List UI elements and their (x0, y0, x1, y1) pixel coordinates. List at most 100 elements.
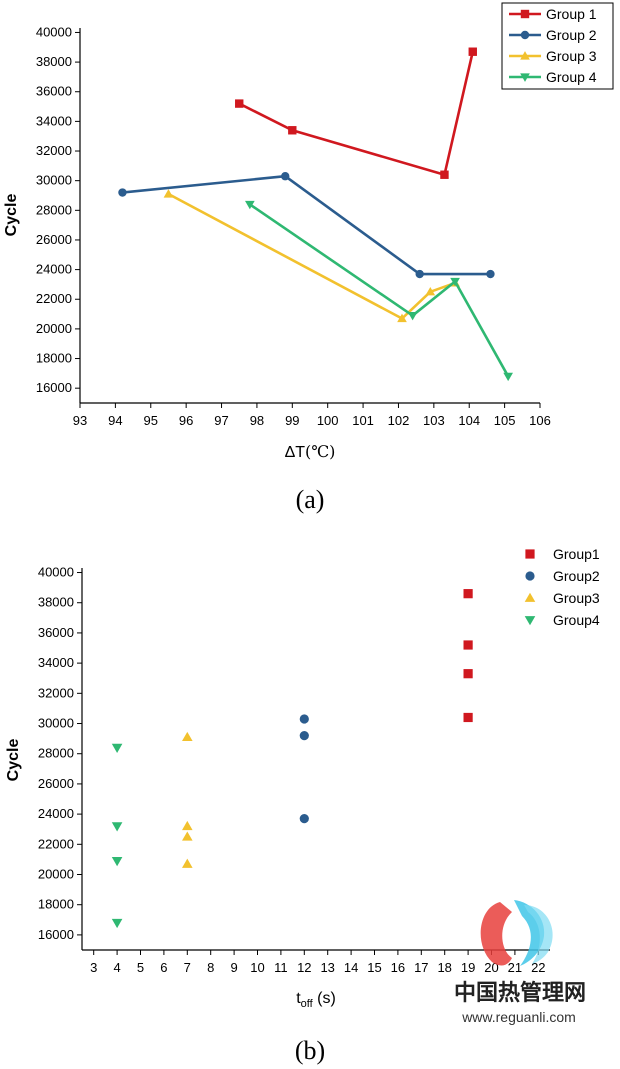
y-tick-label: 28000 (36, 202, 72, 217)
data-point-group-4 (503, 372, 513, 382)
x-tick-label: 8 (207, 960, 214, 975)
panel-a-caption: (a) (296, 485, 325, 514)
y-tick-label: 30000 (36, 173, 72, 188)
data-point-group-1 (468, 47, 477, 56)
x-tick-label: 10 (250, 960, 264, 975)
watermark-title: 中国热管理网 (454, 980, 586, 1006)
y-tick-label: 34000 (36, 113, 72, 128)
x-tick-label: 100 (317, 413, 339, 428)
x-tick-label: 102 (388, 413, 410, 428)
x-tick-label: 105 (494, 413, 516, 428)
data-point-group-3 (425, 287, 436, 296)
data-point-group-4 (111, 857, 123, 867)
y-tick-label: 16000 (38, 927, 74, 942)
x-tick-label: 95 (144, 413, 158, 428)
data-point-group-4 (245, 200, 255, 210)
x-tick-label: 16 (391, 960, 405, 975)
panel-b-series (111, 589, 473, 929)
x-tick-label: 19 (461, 960, 475, 975)
legend-marker (525, 549, 535, 559)
y-tick-label: 26000 (38, 776, 74, 791)
data-point-group-2 (299, 714, 309, 724)
y-tick-label: 32000 (36, 143, 72, 158)
data-point-group-1 (440, 170, 449, 179)
x-tick-label: 5 (137, 960, 144, 975)
legend-marker (524, 592, 536, 602)
data-point-group-1 (463, 589, 473, 599)
y-tick-label: 24000 (38, 806, 74, 821)
legend-label: Group4 (553, 612, 600, 628)
x-tick-label: 103 (423, 413, 445, 428)
panel-a-legend: Group 1 Group 2 Group 3 Group 4 (501, 2, 614, 90)
watermark-logo-icon (480, 900, 553, 966)
data-point-group-2 (299, 814, 309, 824)
y-tick-label: 40000 (36, 24, 72, 39)
panel-a-legend-box (501, 2, 614, 90)
x-tick-label: 96 (179, 413, 193, 428)
data-point-group-2 (281, 172, 290, 181)
panel-a-x-ticks: 93 94 95 96 97 98 99 100 101 102 103 104 105 106 (73, 403, 551, 428)
x-tick-label: 6 (160, 960, 167, 975)
x-tick-label: 9 (230, 960, 237, 975)
legend-label: Group 4 (546, 69, 597, 85)
data-point-group-4 (111, 743, 123, 753)
y-tick-label: 18000 (38, 897, 74, 912)
panel-b-caption: (b) (295, 1036, 325, 1065)
y-tick-label: 34000 (38, 655, 74, 670)
x-tick-label: 93 (73, 413, 87, 428)
legend-label: Group 2 (546, 27, 597, 43)
legend-marker (525, 571, 535, 581)
data-point-group-3 (182, 731, 193, 742)
x-tick-label: 7 (184, 960, 191, 975)
data-point-group-4 (407, 311, 418, 321)
data-point-group-1 (463, 640, 473, 650)
y-tick-label: 26000 (36, 232, 72, 247)
y-tick-label: 40000 (38, 565, 74, 580)
x-tick-label: 22 (531, 960, 545, 975)
data-point-group-3 (163, 189, 174, 198)
watermark: 中国热管理网 www.reguanli.com (454, 900, 586, 1025)
legend-marker (520, 73, 530, 82)
panel-a-x-axis-label: ΔT(℃) (285, 442, 336, 461)
x-tick-label: 94 (108, 413, 122, 428)
data-point-group-4 (450, 277, 460, 287)
legend-marker (524, 616, 536, 626)
panel-b-x-ticks: 3 4 5 6 7 8 9 10 11 12 13 14 15 16 17 18 19 20 21 22 (90, 950, 546, 975)
x-tick-label: 101 (352, 413, 374, 428)
y-tick-label: 16000 (36, 380, 72, 395)
data-point-group-1 (463, 712, 473, 723)
x-tick-label: 104 (458, 413, 480, 428)
y-tick-label: 36000 (38, 625, 74, 640)
series-line-group-2 (122, 174, 491, 276)
panel-b-y-ticks: 16000 18000 20000 22000 24000 26000 28000 30000… (38, 565, 82, 942)
panel-b-legend: Group1 Group2 Group3 Group4 (524, 546, 600, 628)
chart-panel-b: 16000 18000 20000 22000 24000 26000 28000 30000… (5, 546, 600, 1065)
x-tick-label: 106 (529, 413, 551, 428)
data-point-group-2 (415, 269, 424, 279)
panel-b-y-axis-label: Cycle (5, 739, 22, 782)
data-point-group-3 (397, 313, 407, 323)
panel-a-series (118, 47, 513, 382)
data-point-group-3 (182, 831, 193, 841)
data-point-group-1 (235, 99, 244, 108)
x-tick-label: 99 (285, 413, 299, 428)
watermark-url: www.reguanli.com (461, 1009, 576, 1025)
legend-label: Group3 (553, 590, 600, 606)
y-tick-label: 22000 (38, 836, 74, 851)
legend-label: Group2 (553, 568, 600, 584)
legend-marker (520, 9, 530, 19)
chart-panel-a: 16000 18000 20000 22000 24000 26000 28000 30000… (3, 2, 614, 514)
x-tick-label: 13 (320, 960, 334, 975)
legend-label: Group1 (553, 546, 600, 562)
y-tick-label: 22000 (36, 291, 72, 306)
data-point-group-1 (288, 126, 297, 135)
x-tick-label: 18 (437, 960, 451, 975)
y-tick-label: 38000 (38, 595, 74, 610)
x-tick-label: 11 (274, 960, 288, 975)
x-tick-label: 98 (250, 413, 264, 428)
data-point-group-3 (182, 820, 193, 831)
legend-label: Group 1 (546, 6, 597, 22)
legend-label: Group 3 (546, 48, 597, 64)
series-line-group-4 (249, 203, 510, 377)
